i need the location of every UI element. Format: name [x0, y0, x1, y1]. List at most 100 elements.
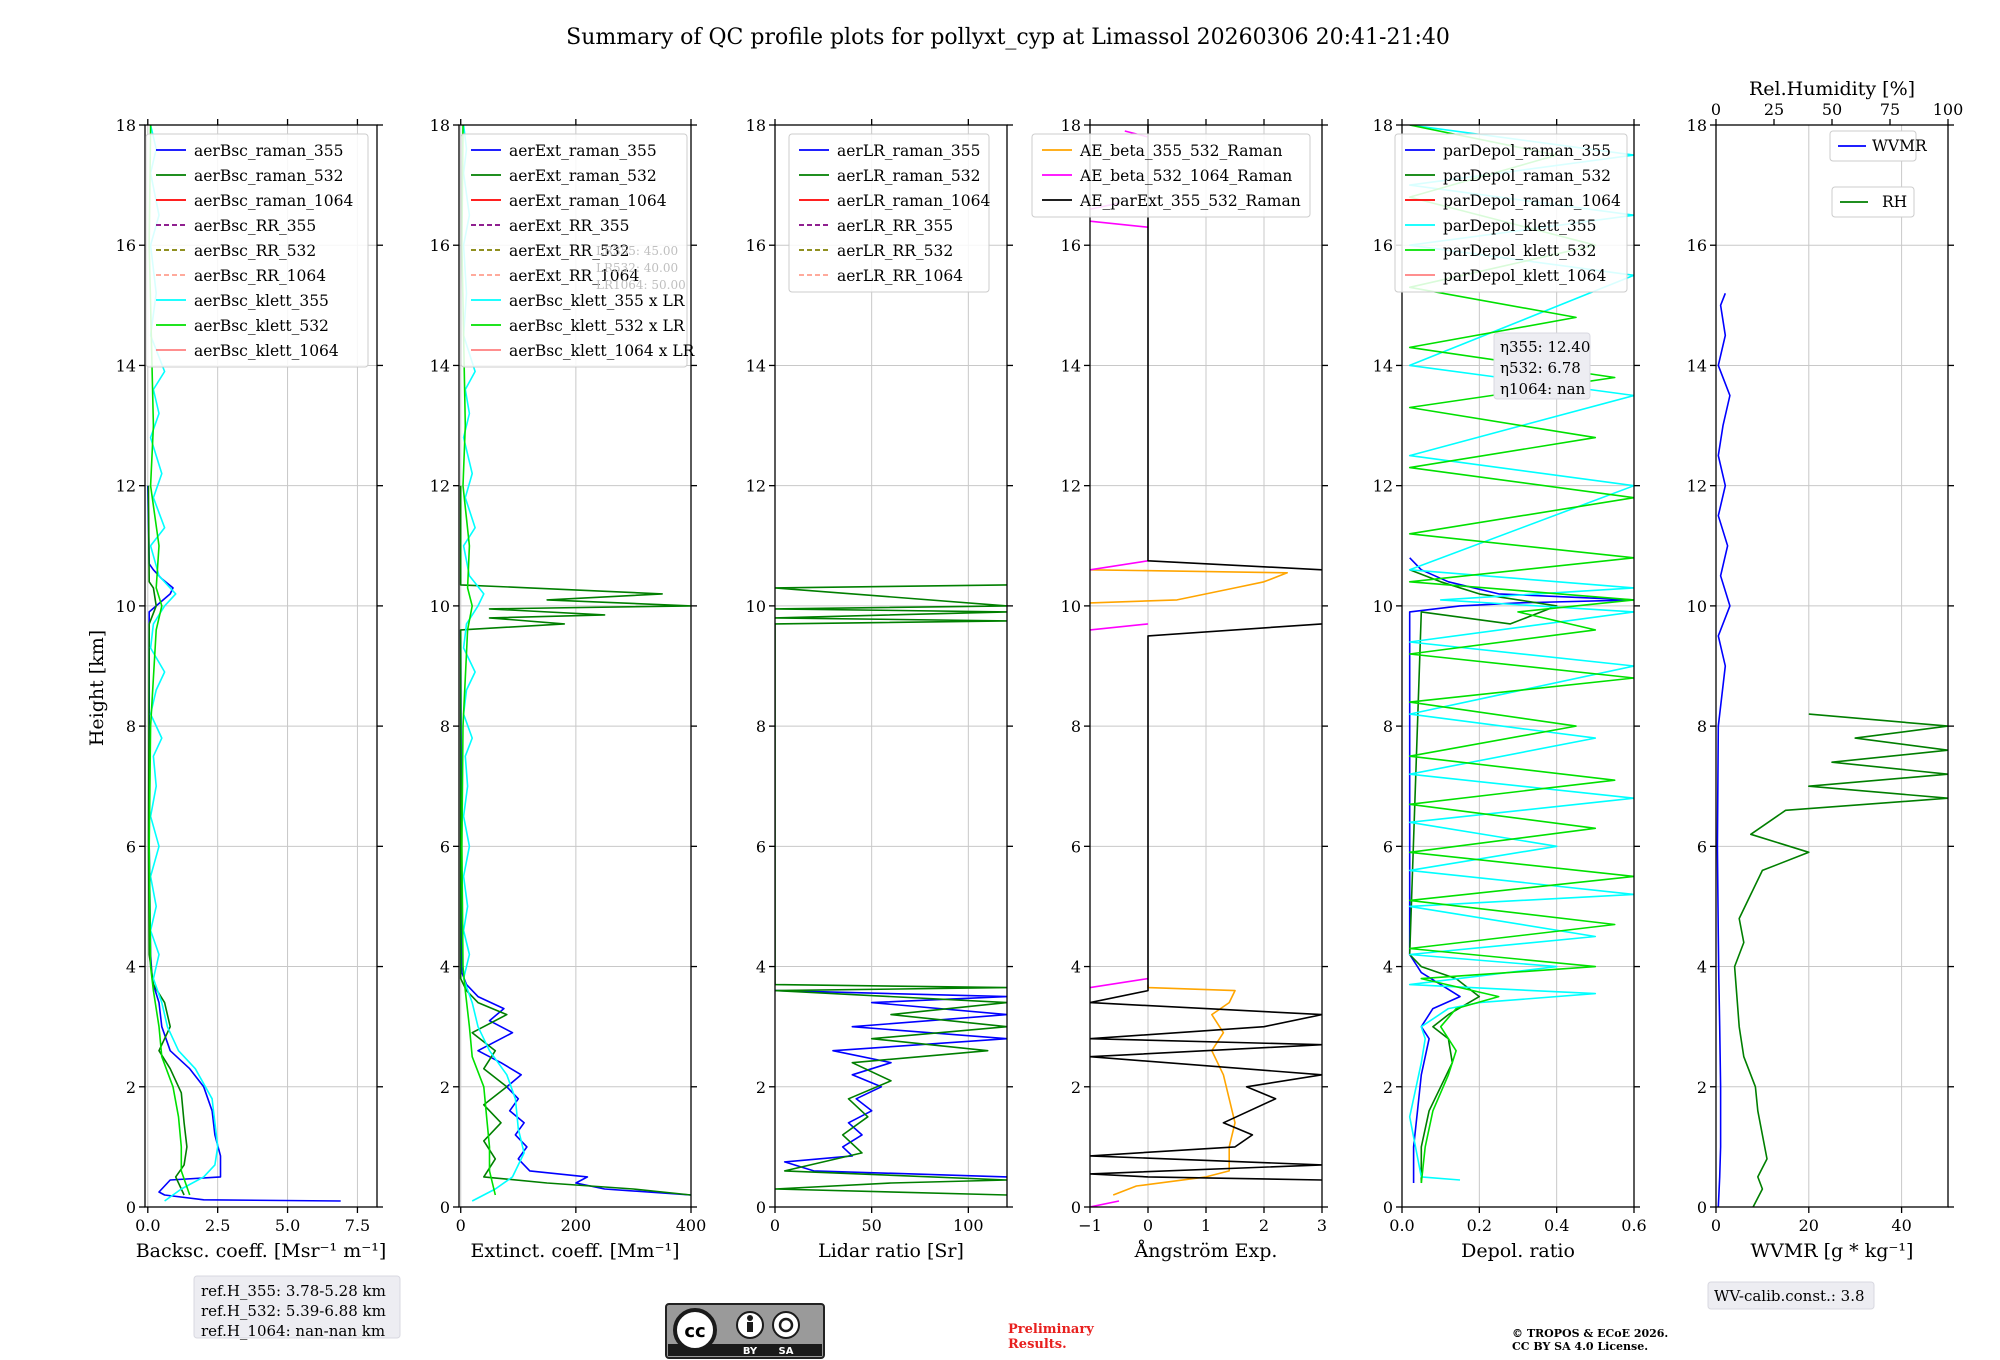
series-aerBsc_klett_355 x LR — [462, 125, 525, 1202]
series-aerExt_raman_532 — [459, 485, 691, 1196]
ref-height-532: ref.H_532: 5.39-6.88 km — [201, 1302, 386, 1320]
series-AE_beta_532_1064_Raman — [1090, 623, 1149, 631]
ref-height-1064: ref.H_1064: nan-nan km — [201, 1322, 385, 1340]
legend: aerLR_raman_355 aerLR_raman_532 aerLR_rama… — [788, 133, 990, 293]
y-tick-label: 14 — [1687, 356, 1707, 375]
y-tick-label: 4 — [756, 958, 766, 977]
y-tick-label: 10 — [1061, 597, 1081, 616]
annotation: LR355: 45.00 LR532: 40.00 LR1064: 50.00 — [596, 244, 686, 292]
copyright-line-2: CC BY SA 4.0 License. — [1512, 1340, 1648, 1353]
y-tick-label: 10 — [1687, 597, 1707, 616]
x-tick-label: 5.0 — [275, 1216, 300, 1235]
y-tick-label: 14 — [1373, 356, 1393, 375]
y-tick-label: 6 — [1697, 837, 1707, 856]
series-aerBsc_raman_532 — [147, 485, 188, 1196]
series-AE_beta_532_1064_Raman — [1090, 220, 1149, 228]
y-tick-label: 2 — [1697, 1078, 1707, 1097]
plot-frame — [458, 124, 692, 1208]
y-tick-label: 6 — [126, 837, 136, 856]
legend-entry: aerBsc_raman_355 — [194, 142, 344, 160]
y-tick-label: 0 — [756, 1198, 766, 1217]
series-aerLR_raman_355 — [775, 989, 1007, 1178]
x-tick-label: 1 — [1201, 1216, 1211, 1235]
y-tick-label: 6 — [1071, 837, 1081, 856]
panel-depolarization: 0 2 4 6 8 10 12 14 16 18 0.0 0.2 0.4 0.6 Depol. ratio p… — [1373, 116, 1647, 1262]
series-aerBsc_klett_532 x LR — [461, 125, 497, 1196]
wv-calib-text: WV-calib.const.: 3.8 — [1714, 1287, 1865, 1305]
series-parDepol_raman_355 — [1408, 557, 1634, 1183]
series-aerLR_raman_532 — [775, 584, 1007, 1196]
figure-title: Summary of QC profile plots for pollyxt_… — [566, 25, 1450, 50]
legend-box — [788, 133, 990, 293]
x-axis-label: Extinct. coeff. [Mm⁻¹] — [470, 1240, 679, 1262]
legend-entry: aerExt_raman_355 — [509, 142, 657, 160]
y-tick-label: 2 — [126, 1078, 136, 1097]
y-tick-label: 14 — [116, 356, 136, 375]
x-tick-label: 0 — [770, 1216, 780, 1235]
legend-entry: parDepol_klett_355 — [1443, 217, 1596, 235]
annotation-line: η532: 6.78 — [1500, 359, 1581, 377]
series-parDepol_klett_355 — [1408, 125, 1634, 1181]
y-tick-label: 0 — [440, 1198, 450, 1217]
series-WVMR — [1716, 293, 1731, 1207]
top-x-tick-label: 100 — [1933, 100, 1964, 119]
series-aerBsc_raman_355 — [147, 485, 341, 1202]
legend-entry: aerExt_raman_1064 — [509, 192, 667, 210]
x-tick-label: 0.6 — [1621, 1216, 1646, 1235]
legend-entry: aerBsc_RR_532 — [194, 242, 316, 260]
y-tick-label: 0 — [1071, 1198, 1081, 1217]
preliminary-line-2: Results. — [1008, 1337, 1067, 1352]
series-AE_parExt_355_532_Raman — [1147, 125, 1322, 571]
y-tick-label: 18 — [1061, 116, 1081, 135]
top-x-tick-label: 75 — [1880, 100, 1900, 119]
y-tick-label: 16 — [1373, 236, 1393, 255]
x-axis-label: Backsc. coeff. [Msr⁻¹ m⁻¹] — [136, 1240, 387, 1262]
legend-entry: RH — [1882, 193, 1907, 211]
series-AE_beta_355_532_Raman — [1112, 984, 1236, 1196]
y-tick-label: 10 — [430, 597, 450, 616]
x-tick-label: 200 — [561, 1216, 592, 1235]
y-tick-label: 14 — [1061, 356, 1081, 375]
legend-entry: aerBsc_klett_355 x LR — [509, 292, 686, 310]
x-tick-label: 0.2 — [1467, 1216, 1492, 1235]
series-AE_parExt_355_532_Raman — [1090, 623, 1322, 1181]
sa-share-icon — [772, 1311, 800, 1339]
y-tick-label: 8 — [126, 717, 136, 736]
legend-entry: AE_beta_355_532_Raman — [1079, 142, 1282, 160]
legend-entry: aerLR_raman_532 — [837, 167, 980, 185]
y-tick-label: 4 — [1697, 958, 1707, 977]
y-tick-label: 14 — [430, 356, 450, 375]
legend-entry: aerBsc_klett_532 x LR — [509, 317, 686, 335]
y-tick-label: 12 — [116, 477, 136, 496]
y-tick-label: 6 — [756, 837, 766, 856]
annotation: η355: 12.40 η532: 6.78 η1064: nan — [1493, 332, 1591, 400]
y-tick-label: 4 — [440, 958, 450, 977]
series-AE_beta_532_1064_Raman — [1090, 560, 1149, 571]
y-tick-label: 0 — [126, 1198, 136, 1217]
y-tick-label: 14 — [746, 356, 766, 375]
y-tick-label: 4 — [1383, 958, 1393, 977]
y-tick-label: 18 — [430, 116, 450, 135]
y-tick-label: 0 — [1697, 1198, 1707, 1217]
x-tick-label: 400 — [676, 1216, 707, 1235]
annotation-line: η355: 12.40 — [1500, 338, 1590, 356]
legend-entry: aerBsc_raman_1064 — [194, 192, 354, 210]
y-tick-label: 10 — [746, 597, 766, 616]
y-tick-label: 8 — [1383, 717, 1393, 736]
x-tick-label: 7.5 — [345, 1216, 370, 1235]
y-tick-label: 2 — [440, 1078, 450, 1097]
x-tick-label: 2 — [1259, 1216, 1269, 1235]
legend-entry: aerExt_RR_532 — [509, 242, 630, 260]
y-tick-label: 16 — [1061, 236, 1081, 255]
legend-entry: aerBsc_RR_355 — [194, 217, 316, 235]
y-tick-label: 12 — [1687, 477, 1707, 496]
annotation-line: η1064: nan — [1500, 380, 1586, 398]
x-axis-label: WVMR [g * kg⁻¹] — [1751, 1240, 1914, 1262]
y-tick-label: 8 — [440, 717, 450, 736]
series-aerBsc_klett_532 — [148, 125, 191, 1196]
top-axis-label: Rel.Humidity [%] — [1749, 78, 1915, 100]
legend-entry: parDepol_klett_1064 — [1443, 267, 1606, 285]
x-tick-label: 2.5 — [205, 1216, 230, 1235]
